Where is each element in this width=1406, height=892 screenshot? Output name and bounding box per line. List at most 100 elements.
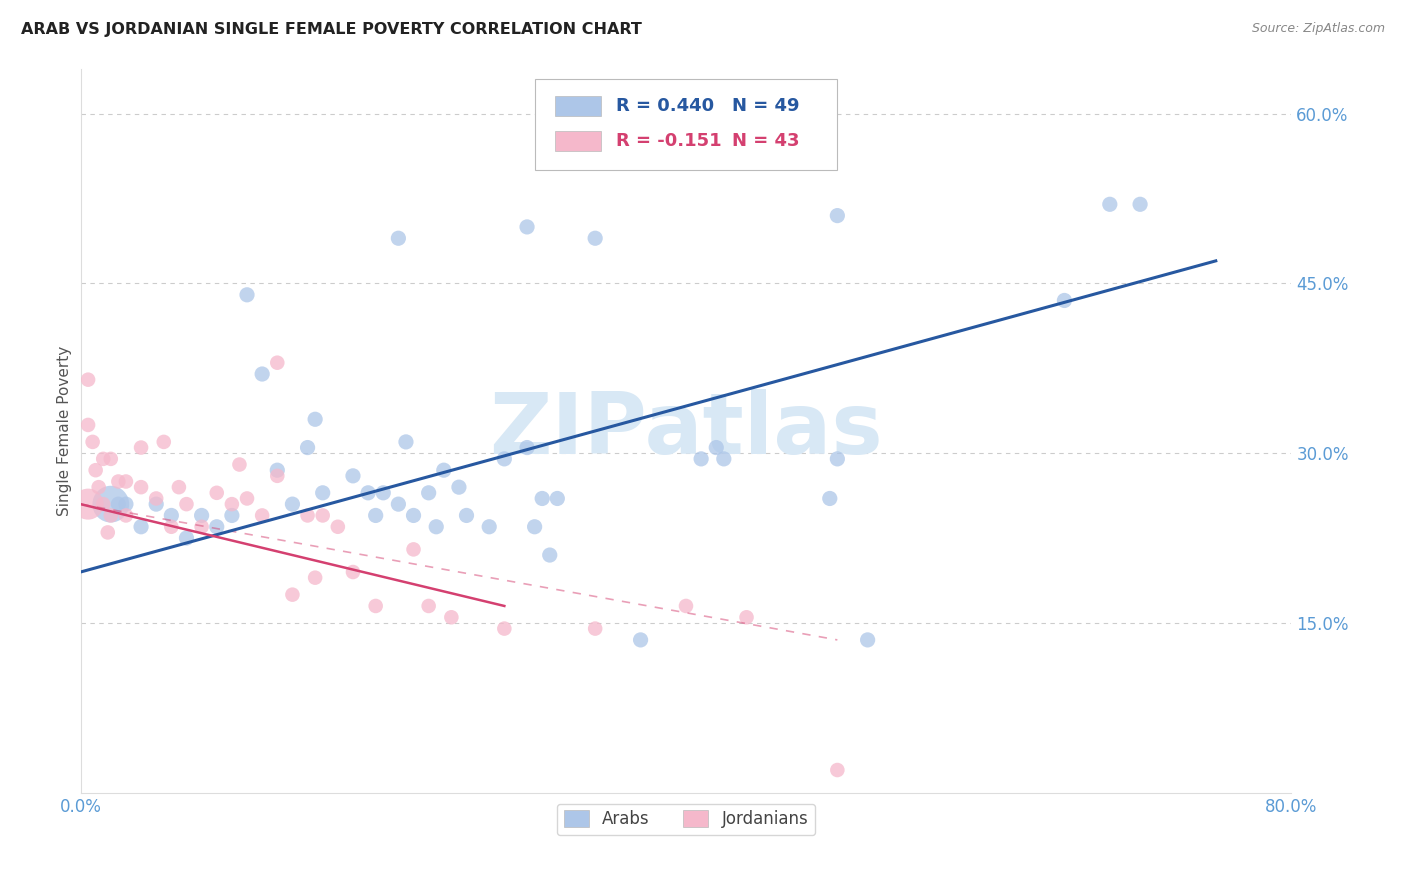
Point — [494, 451, 516, 466]
Point — [583, 622, 606, 636]
Point — [205, 485, 228, 500]
Point — [115, 508, 138, 523]
Point — [205, 520, 228, 534]
Point — [176, 497, 198, 511]
FancyBboxPatch shape — [555, 131, 602, 151]
Point — [266, 356, 288, 370]
Point — [281, 588, 304, 602]
Point — [516, 219, 538, 234]
Point — [583, 231, 606, 245]
Point — [250, 367, 273, 381]
Point — [129, 520, 152, 534]
Point — [418, 485, 440, 500]
Point — [312, 508, 335, 523]
Point — [713, 451, 735, 466]
Text: ZIPatlas: ZIPatlas — [489, 389, 883, 472]
Y-axis label: Single Female Poverty: Single Female Poverty — [58, 345, 72, 516]
Text: N = 49: N = 49 — [733, 97, 800, 115]
Point — [107, 497, 129, 511]
Point — [418, 599, 440, 613]
Point — [357, 485, 380, 500]
Point — [342, 565, 364, 579]
FancyBboxPatch shape — [555, 96, 602, 116]
Point — [675, 599, 697, 613]
Point — [304, 571, 326, 585]
Point — [373, 485, 395, 500]
Point — [297, 441, 319, 455]
Point — [129, 441, 152, 455]
Point — [387, 231, 409, 245]
Point — [152, 434, 174, 449]
Point — [395, 434, 418, 449]
Point — [97, 525, 120, 540]
Point — [100, 451, 122, 466]
Point — [364, 599, 387, 613]
Point — [82, 434, 104, 449]
Point — [735, 610, 758, 624]
Point — [364, 508, 387, 523]
Point — [100, 497, 122, 511]
Point — [827, 451, 849, 466]
Point — [1053, 293, 1076, 308]
Point — [425, 520, 447, 534]
Point — [827, 209, 849, 223]
Point — [250, 508, 273, 523]
Point — [190, 508, 212, 523]
Point — [523, 520, 546, 534]
Point — [145, 491, 167, 506]
Point — [84, 463, 107, 477]
Point — [546, 491, 568, 506]
Text: Source: ZipAtlas.com: Source: ZipAtlas.com — [1251, 22, 1385, 36]
Point — [312, 485, 335, 500]
Point — [342, 468, 364, 483]
Text: R = 0.440: R = 0.440 — [616, 97, 714, 115]
Point — [704, 441, 727, 455]
Point — [236, 491, 259, 506]
Point — [326, 520, 349, 534]
Point — [160, 508, 183, 523]
Point — [87, 480, 110, 494]
Point — [107, 475, 129, 489]
Point — [402, 542, 425, 557]
Point — [145, 497, 167, 511]
Point — [77, 497, 100, 511]
Point — [478, 520, 501, 534]
Text: ARAB VS JORDANIAN SINGLE FEMALE POVERTY CORRELATION CHART: ARAB VS JORDANIAN SINGLE FEMALE POVERTY … — [21, 22, 643, 37]
Legend: Arabs, Jordanians: Arabs, Jordanians — [557, 804, 815, 835]
Point — [433, 463, 456, 477]
Point — [538, 548, 561, 562]
Point — [494, 622, 516, 636]
Point — [160, 520, 183, 534]
Point — [176, 531, 198, 545]
Point — [456, 508, 478, 523]
Point — [387, 497, 409, 511]
FancyBboxPatch shape — [534, 79, 838, 169]
Point — [531, 491, 554, 506]
Point — [1129, 197, 1152, 211]
Point — [827, 763, 849, 777]
Point — [1098, 197, 1121, 211]
Point — [77, 373, 100, 387]
Point — [304, 412, 326, 426]
Point — [129, 480, 152, 494]
Point — [221, 497, 243, 511]
Point — [236, 288, 259, 302]
Point — [402, 508, 425, 523]
Point — [91, 497, 114, 511]
Point — [228, 458, 250, 472]
Point — [266, 468, 288, 483]
Point — [167, 480, 190, 494]
Point — [281, 497, 304, 511]
Point — [440, 610, 463, 624]
Point — [630, 632, 652, 647]
Point — [266, 463, 288, 477]
Point — [516, 441, 538, 455]
Point — [818, 491, 841, 506]
Point — [190, 520, 212, 534]
Text: N = 43: N = 43 — [733, 132, 800, 150]
Point — [297, 508, 319, 523]
Point — [690, 451, 713, 466]
Point — [91, 451, 114, 466]
Text: R = -0.151: R = -0.151 — [616, 132, 721, 150]
Point — [856, 632, 879, 647]
